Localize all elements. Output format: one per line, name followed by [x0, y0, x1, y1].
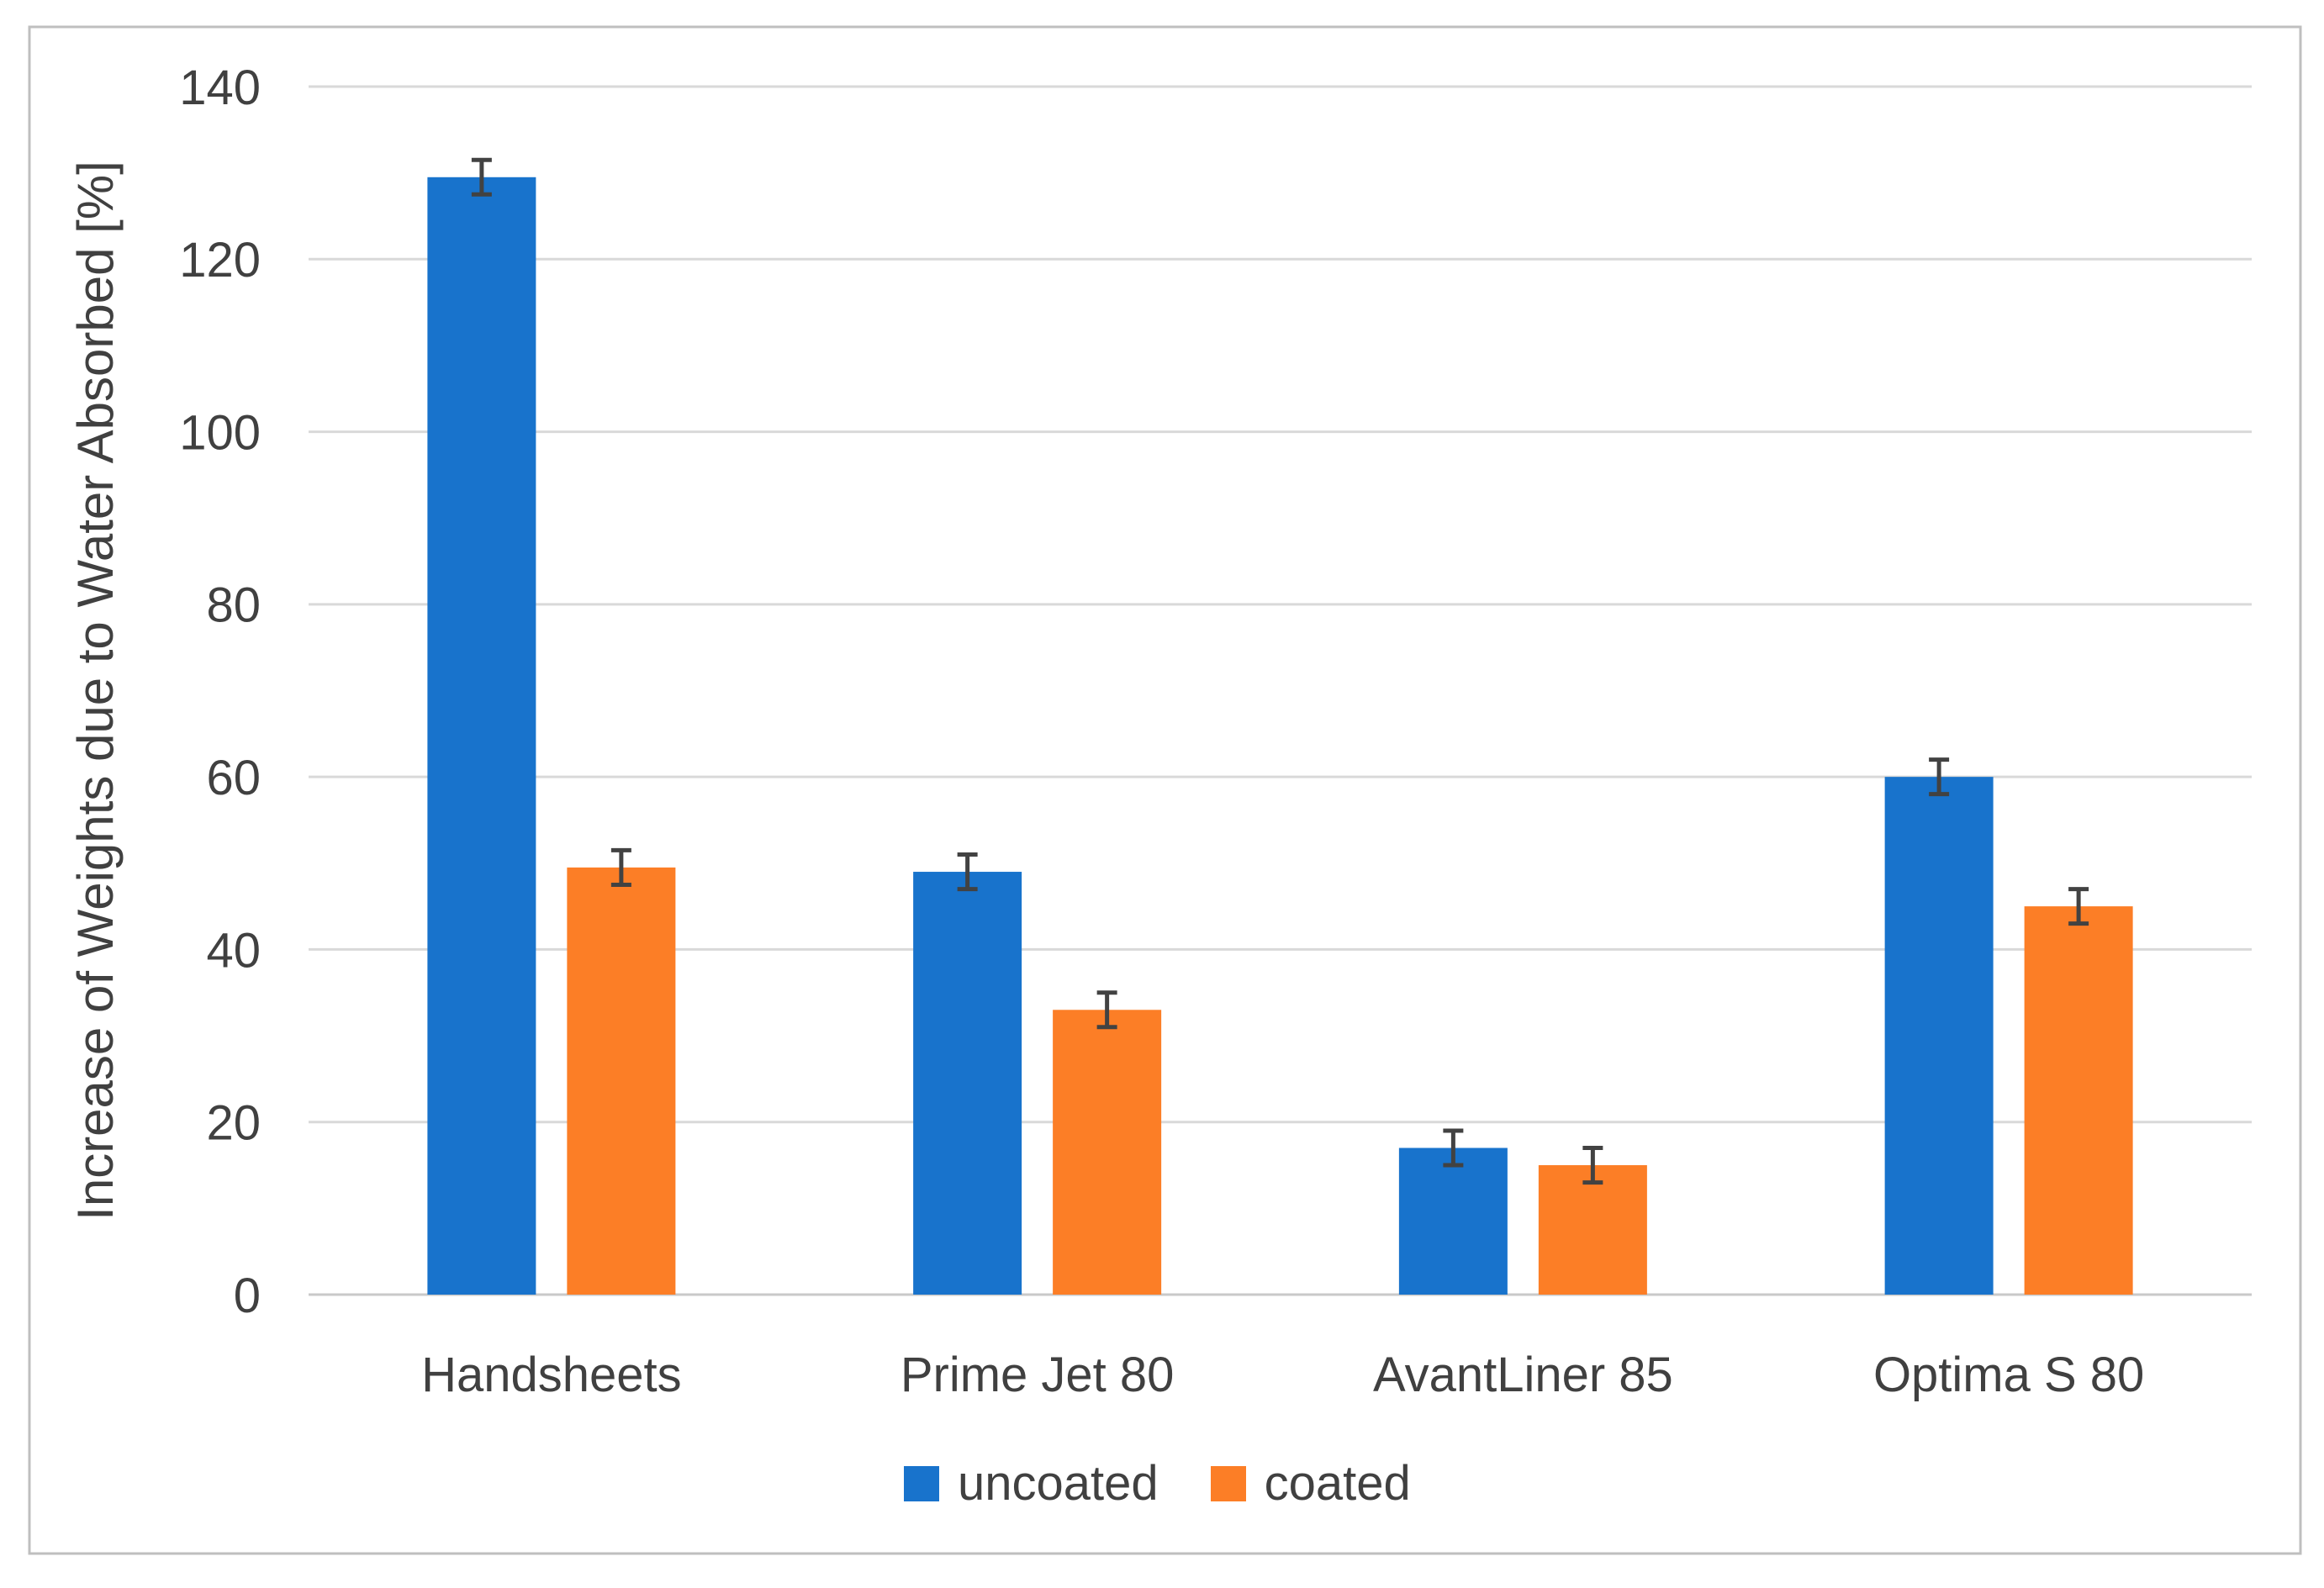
bar-coated-avantliner-85	[1538, 1165, 1647, 1295]
legend-label-coated: coated	[1264, 1456, 1411, 1511]
y-tick-label-20: 20	[206, 1096, 261, 1151]
bar-coated-handsheets	[567, 867, 676, 1295]
error-bar-uncoated-prime-jet-80	[957, 852, 978, 892]
error-bar-uncoated-optima-s-80	[1929, 757, 1950, 797]
error-bar-coated-optima-s-80	[2068, 887, 2089, 926]
error-bar-coated-handsheets	[610, 847, 631, 887]
x-category-label-prime-jet-80: Prime Jet 80	[901, 1348, 1175, 1402]
error-bar-coated-prime-jet-80	[1096, 990, 1117, 1030]
bar-uncoated-handsheets	[427, 177, 536, 1295]
y-axis-title: Increase of Weights due to Water Absorbe…	[67, 161, 124, 1221]
bar-coated-optima-s-80	[2024, 906, 2133, 1295]
y-tick-label-0: 0	[234, 1269, 261, 1323]
error-bar-coated-avantliner-85	[1582, 1146, 1603, 1185]
y-tick-label-100: 100	[179, 405, 261, 460]
legend: uncoated coated	[904, 1457, 1411, 1511]
error-bar-uncoated-handsheets	[471, 157, 492, 197]
y-tick-label-80: 80	[206, 578, 261, 633]
y-tick-label-140: 140	[179, 61, 261, 115]
legend-label-uncoated: uncoated	[958, 1456, 1159, 1511]
y-tick-label-120: 120	[179, 233, 261, 288]
error-bar-uncoated-avantliner-85	[1443, 1128, 1464, 1168]
figure-border	[28, 25, 2302, 1555]
x-category-label-avantliner-85: AvantLiner 85	[1373, 1348, 1673, 1402]
bar-uncoated-avantliner-85	[1398, 1147, 1508, 1295]
y-tick-label-60: 60	[206, 751, 261, 805]
bar-coated-prime-jet-80	[1053, 1010, 1162, 1295]
legend-item-uncoated: uncoated	[904, 1457, 1159, 1511]
bar-uncoated-prime-jet-80	[913, 872, 1022, 1295]
y-tick-label-40: 40	[206, 923, 261, 978]
legend-swatch-coated	[1210, 1465, 1246, 1501]
legend-item-coated: coated	[1210, 1456, 1411, 1511]
x-category-label-handsheets: Handsheets	[421, 1348, 682, 1402]
bar-uncoated-optima-s-80	[1884, 777, 1994, 1295]
legend-swatch-uncoated	[904, 1465, 939, 1501]
x-category-label-optima-s-80: Optima S 80	[1873, 1348, 2144, 1402]
